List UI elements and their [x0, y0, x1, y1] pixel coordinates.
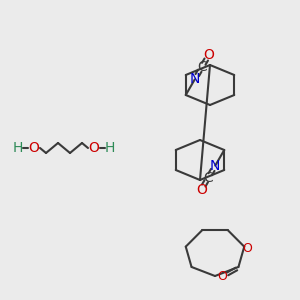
Text: N: N — [190, 72, 200, 86]
Text: O: O — [28, 141, 39, 155]
Text: C: C — [203, 171, 213, 185]
Text: H: H — [105, 141, 115, 155]
Text: O: O — [88, 141, 99, 155]
Text: O: O — [242, 242, 252, 255]
Text: H: H — [13, 141, 23, 155]
Text: N: N — [210, 159, 220, 172]
Text: C: C — [197, 60, 207, 74]
Text: O: O — [196, 183, 207, 197]
Text: O: O — [218, 271, 227, 284]
Text: O: O — [203, 48, 214, 62]
